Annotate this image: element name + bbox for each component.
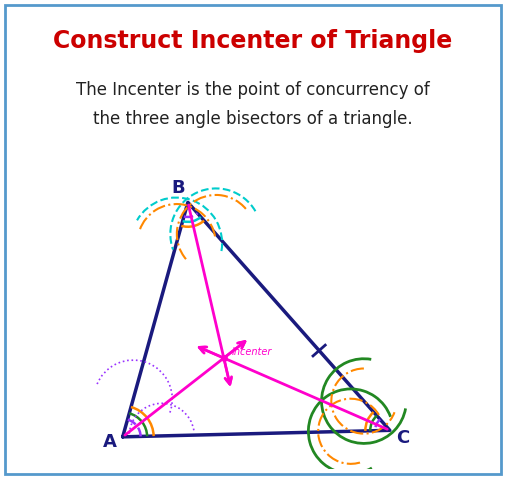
Text: C: C [395,429,409,447]
Text: The Incenter is the point of concurrency of: The Incenter is the point of concurrency… [76,81,429,100]
Text: the three angle bisectors of a triangle.: the three angle bisectors of a triangle. [93,110,412,128]
Text: A: A [103,433,117,451]
Text: Incenter: Incenter [231,347,272,357]
Text: B: B [171,179,185,196]
Text: Construct Incenter of Triangle: Construct Incenter of Triangle [53,29,452,53]
